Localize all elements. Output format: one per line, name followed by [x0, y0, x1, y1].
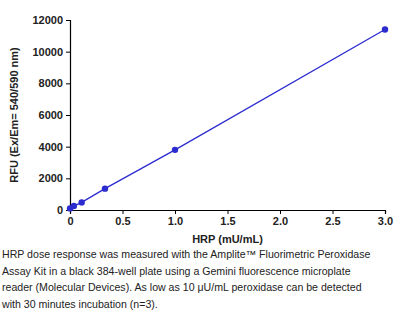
data-point	[102, 185, 108, 191]
chart: 0 0.5 1.0 1.5 2.0 2.5 3.0 0 2000 4000 6000 8000 1000…	[0, 0, 402, 322]
x-axis-line	[71, 211, 386, 215]
x-tick: 2.0	[273, 210, 288, 227]
y-tick: 2000	[39, 172, 70, 184]
series-group	[67, 26, 388, 211]
caption-line: reader (Molecular Devices). As low as 10…	[2, 281, 362, 293]
y-tick-mark	[66, 83, 70, 84]
caption-line: with 30 minutes incubation (n=3).	[1, 298, 158, 310]
y-tick-label: 12000	[32, 14, 63, 26]
x-axis-title: HRP (mU/mL)	[192, 233, 263, 245]
y-tick-mark	[66, 147, 70, 148]
data-point	[78, 199, 84, 205]
x-tick-mark	[385, 210, 386, 214]
y-tick-label: 10000	[32, 46, 63, 58]
x-tick: 2.5	[325, 210, 340, 227]
y-tick: 12000	[32, 14, 70, 26]
caption: HRP dose response was measured with the …	[1, 248, 370, 310]
x-tick-label: 0	[67, 215, 73, 227]
x-tick-mark	[280, 210, 281, 214]
x-tick: 0	[67, 210, 73, 227]
x-tick-label: 0.5	[115, 215, 130, 227]
x-tick-mark	[175, 210, 176, 214]
x-tick-label: 3.0	[378, 215, 393, 227]
y-tick-mark	[66, 52, 70, 53]
x-tick-label: 1.5	[220, 215, 235, 227]
y-tick: 10000	[32, 46, 70, 58]
y-axis-line	[66, 21, 71, 211]
x-axis: 0 0.5 1.0 1.5 2.0 2.5 3.0	[67, 210, 393, 227]
x-tick: 1.5	[220, 210, 235, 227]
y-tick-label: 2000	[39, 172, 63, 184]
y-tick: 6000	[39, 109, 70, 121]
y-tick-label: 0	[57, 204, 63, 216]
series-line	[70, 30, 385, 209]
y-tick-label: 4000	[39, 141, 63, 153]
caption-line: Assay Kit in a black 384-well plate usin…	[2, 265, 351, 277]
marks	[67, 26, 388, 211]
y-axis-title: RFU (Ex/Em= 540/590 nm)	[8, 47, 20, 183]
y-tick-mark	[66, 115, 70, 116]
data-point	[382, 26, 388, 32]
y-axis: 0 2000 4000 6000 8000 10000 12000	[32, 14, 70, 216]
y-tick-label: 8000	[39, 77, 63, 89]
plot: 0 0.5 1.0 1.5 2.0 2.5 3.0 0 2000 4000 6000 8000 1000…	[32, 14, 393, 227]
data-point	[71, 203, 77, 209]
x-tick-mark	[123, 210, 124, 214]
data-point	[172, 147, 178, 153]
x-tick: 0.5	[115, 210, 130, 227]
x-tick-label: 2.5	[325, 215, 340, 227]
caption-line: HRP dose response was measured with the …	[2, 248, 370, 260]
y-tick-mark	[66, 178, 70, 179]
y-tick-mark	[66, 20, 70, 21]
y-tick: 4000	[39, 141, 70, 153]
x-tick-label: 1.0	[168, 215, 183, 227]
x-tick-mark	[333, 210, 334, 214]
y-tick: 8000	[39, 77, 70, 89]
x-tick-mark	[228, 210, 229, 214]
x-tick: 3.0	[378, 210, 393, 227]
y-tick-label: 6000	[39, 109, 63, 121]
x-tick-label: 2.0	[273, 215, 288, 227]
x-tick: 1.0	[168, 210, 183, 227]
